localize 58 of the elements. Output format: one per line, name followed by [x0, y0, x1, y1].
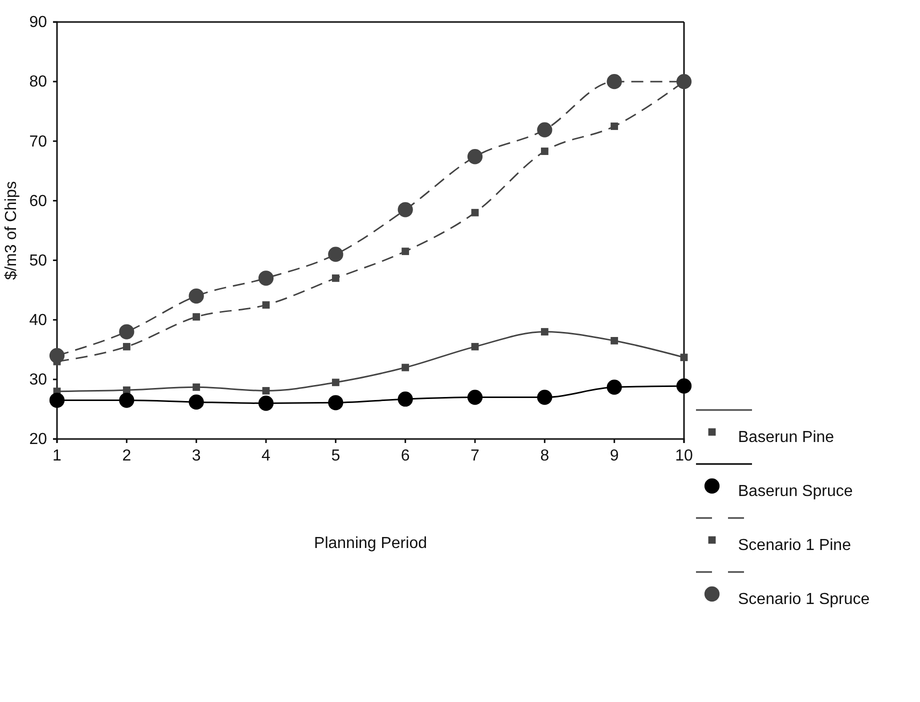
point	[119, 324, 134, 340]
point	[328, 395, 344, 410]
point	[122, 342, 130, 350]
legend-label: Baserun Spruce	[738, 483, 853, 500]
y-axis-title: $/m3 of Chips	[3, 181, 20, 280]
point	[467, 390, 483, 405]
point	[471, 342, 479, 350]
point	[398, 202, 413, 218]
y-tick-label: 20	[29, 431, 48, 448]
point	[402, 248, 410, 256]
point	[676, 378, 692, 394]
x-axis-title: Planning Period	[314, 535, 427, 552]
point	[49, 348, 65, 364]
y-tick-label: 50	[29, 252, 48, 270]
point	[540, 148, 548, 155]
point	[537, 122, 552, 138]
point	[332, 274, 340, 282]
point	[398, 392, 413, 407]
x-tick-label: 5	[331, 447, 340, 464]
point	[262, 387, 270, 394]
x-tick-label: 7	[470, 447, 480, 464]
legend-label: Scenario 1 Pine	[738, 537, 852, 554]
point	[49, 392, 65, 408]
point	[537, 390, 552, 405]
y-tick-label: 80	[29, 74, 48, 91]
point	[258, 396, 274, 411]
x-tick-label: 4	[262, 447, 271, 464]
point	[188, 288, 204, 304]
y-tick-label: 60	[29, 192, 48, 210]
y-tick-label: 40	[29, 312, 48, 329]
x-tick-label: 10	[675, 447, 693, 464]
point	[606, 74, 622, 90]
x-tick-label: 3	[192, 447, 201, 464]
y-tick-label: 90	[29, 14, 48, 32]
legend-label: Baserun Pine	[738, 429, 834, 446]
point	[328, 246, 344, 262]
y-tick-label: 70	[29, 133, 48, 150]
point	[188, 394, 204, 410]
point	[467, 149, 483, 164]
x-tick-label: 6	[400, 447, 410, 464]
point	[258, 270, 274, 286]
point	[610, 122, 618, 130]
x-tick-label: 9	[610, 447, 619, 464]
point	[192, 313, 200, 321]
point	[332, 378, 340, 386]
point	[680, 354, 688, 362]
point	[540, 328, 548, 336]
x-tick-label: 2	[122, 447, 132, 464]
x-tick-label: 8	[540, 447, 550, 464]
point	[192, 383, 200, 391]
point	[471, 208, 479, 216]
point	[119, 392, 134, 408]
legend-label: Scenario 1 Spruce	[738, 591, 870, 608]
point	[402, 364, 410, 372]
point	[606, 380, 622, 395]
x-tick-label: 1	[52, 447, 62, 464]
point	[610, 337, 618, 344]
y-tick-label: 30	[29, 372, 48, 389]
